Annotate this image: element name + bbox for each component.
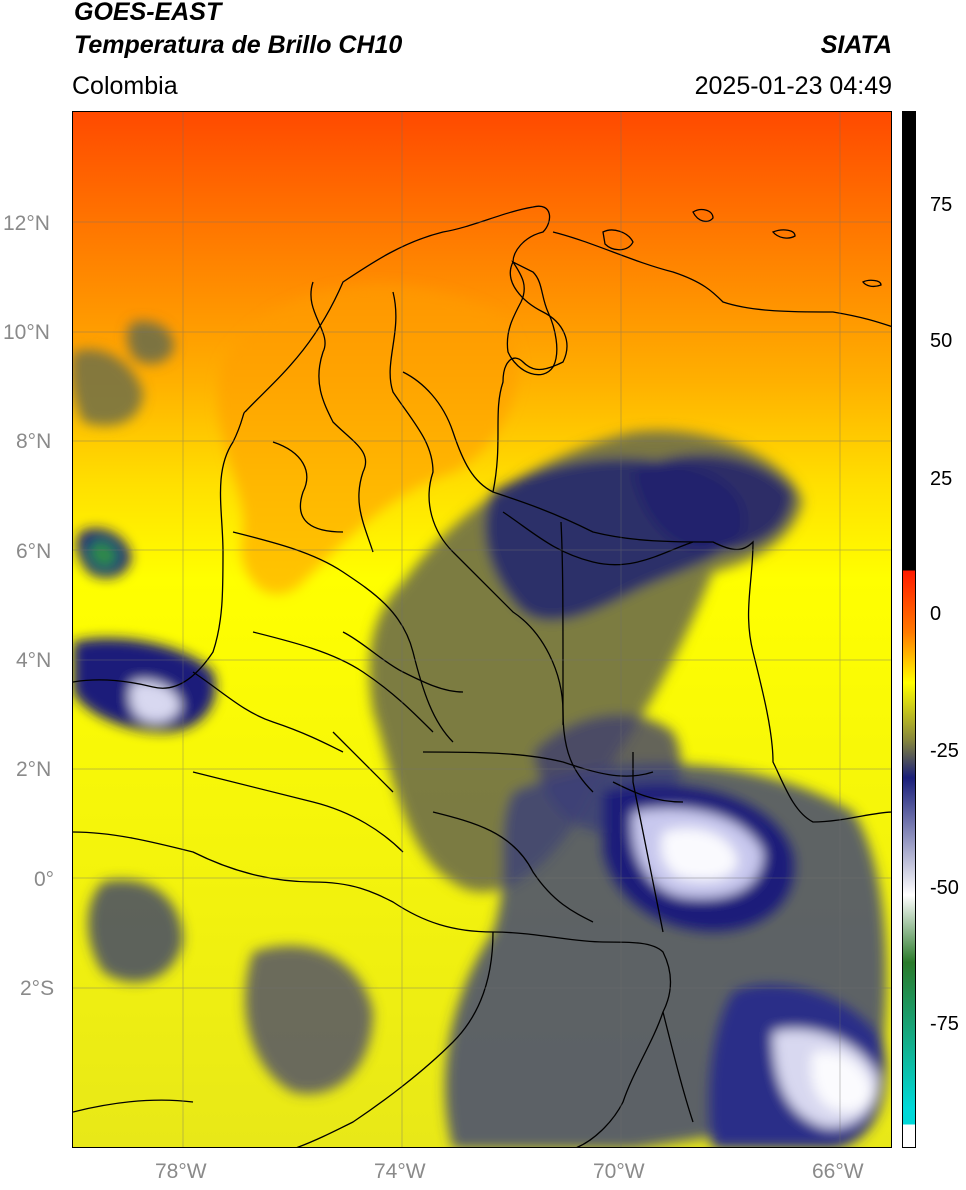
- region-label: Colombia: [72, 72, 178, 100]
- boundaries: [73, 205, 891, 1147]
- cloud-cover: [73, 321, 887, 1147]
- timestamp-label: 2025-01-23 04:49: [694, 72, 892, 100]
- product-title: Temperatura de Brillo CH10: [74, 31, 403, 59]
- lon-label-70w: 70°W: [593, 1160, 645, 1183]
- lat-label-12n: 12°N: [3, 212, 50, 235]
- graticule: [73, 112, 891, 1147]
- colorbar-tick-25: 25: [930, 468, 953, 490]
- map-canvas: [73, 112, 891, 1147]
- colorbar-tick-neg75: -75: [930, 1013, 959, 1035]
- lon-label-78w: 78°W: [155, 1160, 207, 1183]
- lon-label-74w: 74°W: [374, 1160, 426, 1183]
- lat-label-10n: 10°N: [3, 321, 50, 344]
- colorbar-tick-neg25: -25: [930, 740, 959, 762]
- colorbar-tick-0: 0: [930, 603, 942, 625]
- lat-label-2n: 2°N: [16, 758, 52, 781]
- lon-label-66w: 66°W: [812, 1160, 864, 1183]
- colorbar-tick-neg50: -50: [930, 877, 959, 899]
- satellite-map[interactable]: [72, 111, 892, 1148]
- colorbar-tick-50: 50: [930, 330, 953, 352]
- lat-label-4n: 4°N: [16, 649, 52, 672]
- lat-label-6n: 6°N: [16, 540, 52, 563]
- colorbar-tick-75: 75: [930, 194, 953, 216]
- lat-label-2s: 2°S: [20, 977, 55, 1000]
- lat-label-8n: 8°N: [16, 430, 52, 453]
- lat-label-0: 0°: [34, 868, 55, 891]
- temperature-colorbar: [902, 111, 916, 1148]
- source-label: SIATA: [820, 31, 892, 59]
- satellite-title: GOES-EAST: [74, 0, 222, 26]
